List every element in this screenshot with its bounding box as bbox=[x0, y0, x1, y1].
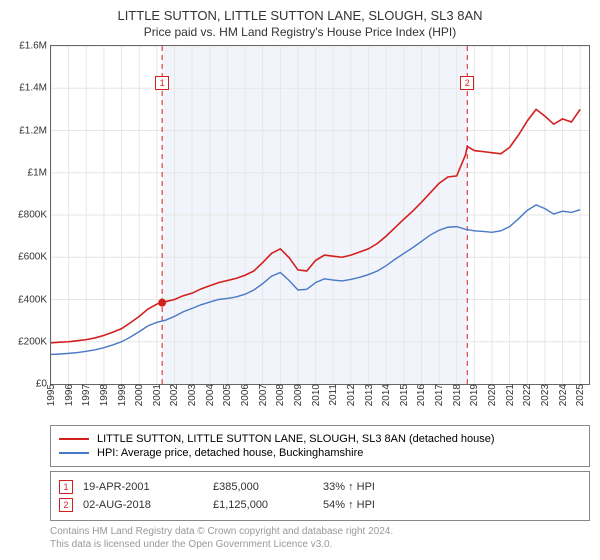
x-axis-label: 2006 bbox=[240, 384, 251, 410]
chart-marker: 1 bbox=[155, 76, 169, 90]
transaction-price: £1,125,000 bbox=[213, 499, 313, 511]
table-row: 2 02-AUG-2018 £1,125,000 54% ↑ HPI bbox=[59, 496, 581, 514]
x-axis-label: 2018 bbox=[452, 384, 463, 410]
x-axis-label: 2009 bbox=[293, 384, 304, 410]
table-row: 1 19-APR-2001 £385,000 33% ↑ HPI bbox=[59, 478, 581, 496]
x-axis-label: 2015 bbox=[399, 384, 410, 410]
legend-label: HPI: Average price, detached house, Buck… bbox=[97, 447, 363, 459]
x-axis-label: 2011 bbox=[328, 384, 339, 410]
transaction-table: 1 19-APR-2001 £385,000 33% ↑ HPI 2 02-AU… bbox=[50, 471, 590, 521]
x-axis-label: 2020 bbox=[487, 384, 498, 410]
x-axis-label: 2021 bbox=[505, 384, 516, 410]
y-axis-label: £600K bbox=[18, 252, 51, 263]
x-axis-label: 2007 bbox=[258, 384, 269, 410]
footer-line: Contains HM Land Registry data © Crown c… bbox=[50, 525, 590, 538]
x-axis-label: 2001 bbox=[152, 384, 163, 410]
x-axis-label: 2013 bbox=[364, 384, 375, 410]
transaction-date: 02-AUG-2018 bbox=[83, 499, 203, 511]
x-axis-label: 2024 bbox=[558, 384, 569, 410]
transaction-price: £385,000 bbox=[213, 481, 313, 493]
y-axis-label: £1.4M bbox=[19, 83, 51, 94]
x-axis-label: 2016 bbox=[416, 384, 427, 410]
transaction-pct: 54% ↑ HPI bbox=[323, 499, 423, 511]
x-axis-label: 2023 bbox=[540, 384, 551, 410]
x-axis-label: 1996 bbox=[64, 384, 75, 410]
x-axis-label: 2003 bbox=[187, 384, 198, 410]
x-axis-label: 2025 bbox=[575, 384, 586, 410]
legend-swatch bbox=[59, 438, 89, 440]
x-axis-label: 2014 bbox=[381, 384, 392, 410]
legend-label: LITTLE SUTTON, LITTLE SUTTON LANE, SLOUG… bbox=[97, 433, 495, 445]
transaction-marker: 2 bbox=[59, 498, 73, 512]
legend-box: LITTLE SUTTON, LITTLE SUTTON LANE, SLOUG… bbox=[50, 425, 590, 467]
x-axis-label: 1997 bbox=[81, 384, 92, 410]
footer-line: This data is licensed under the Open Gov… bbox=[50, 538, 590, 551]
x-axis-label: 1999 bbox=[117, 384, 128, 410]
transaction-marker: 1 bbox=[59, 480, 73, 494]
y-axis-label: £1M bbox=[28, 167, 51, 178]
x-axis-label: 2005 bbox=[222, 384, 233, 410]
y-axis-label: £800K bbox=[18, 210, 51, 221]
y-axis-label: £1.2M bbox=[19, 125, 51, 136]
chart-plot-area: £0£200K£400K£600K£800K£1M£1.2M£1.4M£1.6M… bbox=[50, 45, 590, 385]
x-axis-label: 1998 bbox=[99, 384, 110, 410]
chart-marker: 2 bbox=[460, 76, 474, 90]
legend-swatch bbox=[59, 452, 89, 454]
chart-subtitle: Price paid vs. HM Land Registry's House … bbox=[10, 25, 590, 39]
x-axis-label: 2004 bbox=[205, 384, 216, 410]
footer-attribution: Contains HM Land Registry data © Crown c… bbox=[50, 525, 590, 551]
transaction-date: 19-APR-2001 bbox=[83, 481, 203, 493]
x-axis-label: 2022 bbox=[522, 384, 533, 410]
x-axis-label: 2017 bbox=[434, 384, 445, 410]
x-axis-label: 2010 bbox=[311, 384, 322, 410]
chart-title: LITTLE SUTTON, LITTLE SUTTON LANE, SLOUG… bbox=[10, 8, 590, 23]
x-axis-label: 1995 bbox=[46, 384, 57, 410]
legend-item: HPI: Average price, detached house, Buck… bbox=[59, 446, 581, 460]
x-axis-label: 2019 bbox=[469, 384, 480, 410]
y-axis-label: £400K bbox=[18, 294, 51, 305]
transaction-pct: 33% ↑ HPI bbox=[323, 481, 423, 493]
x-axis-label: 2002 bbox=[169, 384, 180, 410]
chart-container: LITTLE SUTTON, LITTLE SUTTON LANE, SLOUG… bbox=[0, 0, 600, 560]
chart-svg bbox=[51, 46, 589, 384]
y-axis-label: £200K bbox=[18, 336, 51, 347]
x-axis-label: 2012 bbox=[346, 384, 357, 410]
y-axis-label: £1.6M bbox=[19, 41, 51, 52]
x-axis-label: 2000 bbox=[134, 384, 145, 410]
legend-item: LITTLE SUTTON, LITTLE SUTTON LANE, SLOUG… bbox=[59, 432, 581, 446]
x-axis-label: 2008 bbox=[275, 384, 286, 410]
